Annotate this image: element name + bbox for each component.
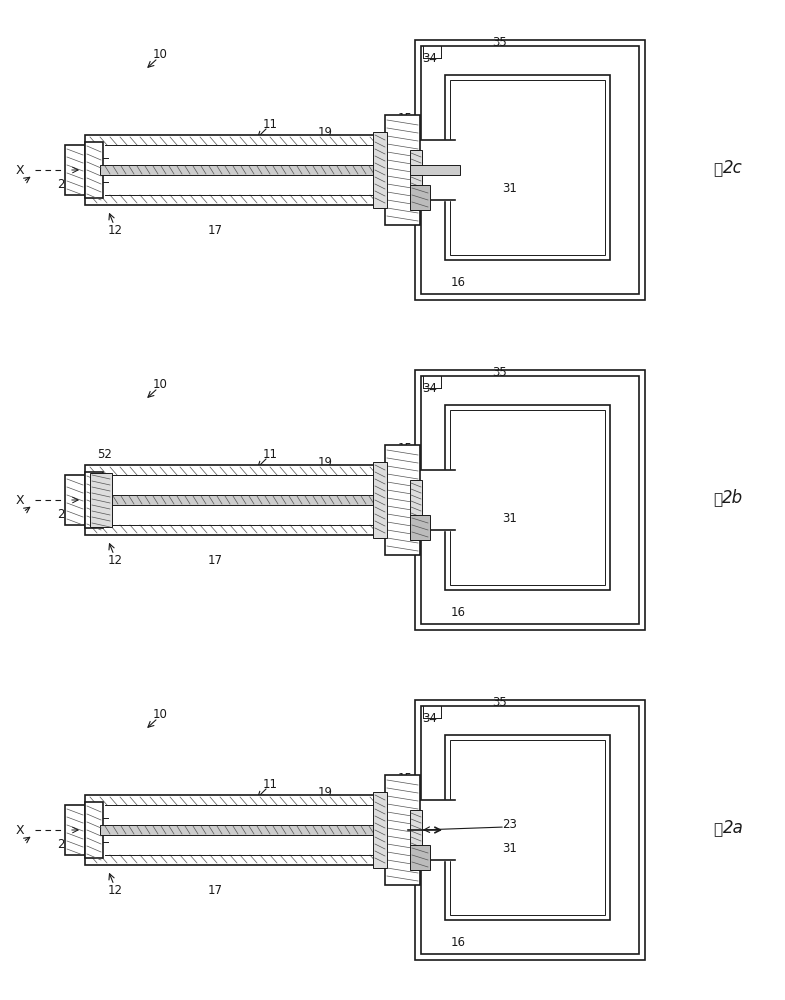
Bar bbox=[410, 810, 422, 850]
Text: 34: 34 bbox=[422, 381, 437, 394]
Text: 35: 35 bbox=[493, 696, 507, 708]
Text: 26: 26 bbox=[57, 838, 72, 852]
Text: 图: 图 bbox=[714, 162, 722, 178]
Text: 图: 图 bbox=[714, 822, 722, 838]
Text: 15: 15 bbox=[397, 772, 412, 784]
Text: 16: 16 bbox=[451, 275, 466, 288]
Text: 31: 31 bbox=[502, 512, 517, 524]
Bar bbox=[100, 825, 385, 835]
Text: 17: 17 bbox=[207, 554, 222, 566]
Bar bbox=[85, 142, 103, 198]
Text: 52: 52 bbox=[97, 448, 112, 462]
Bar bbox=[385, 775, 420, 885]
Text: 17: 17 bbox=[207, 224, 222, 236]
Text: 15: 15 bbox=[397, 111, 412, 124]
Text: 12: 12 bbox=[108, 224, 122, 236]
Bar bbox=[410, 165, 460, 175]
Text: 11: 11 bbox=[262, 118, 278, 131]
Text: X: X bbox=[16, 493, 24, 506]
Text: X: X bbox=[16, 163, 24, 176]
Bar bbox=[373, 792, 387, 868]
Text: 10: 10 bbox=[152, 708, 167, 722]
Bar bbox=[90, 473, 112, 527]
Polygon shape bbox=[85, 465, 385, 535]
Bar bbox=[385, 115, 420, 225]
Bar bbox=[373, 132, 387, 208]
Text: 16: 16 bbox=[451, 936, 466, 948]
Bar bbox=[410, 185, 430, 210]
Text: 34: 34 bbox=[422, 712, 437, 724]
Bar bbox=[100, 495, 385, 505]
Text: 15: 15 bbox=[397, 442, 412, 454]
Text: 31: 31 bbox=[502, 182, 517, 194]
Bar bbox=[65, 475, 85, 525]
Text: 34: 34 bbox=[422, 51, 437, 64]
Bar bbox=[385, 445, 420, 555]
Text: 26: 26 bbox=[57, 178, 72, 192]
Text: 16: 16 bbox=[451, 605, 466, 618]
Bar bbox=[65, 145, 85, 195]
Text: 2a: 2a bbox=[722, 819, 743, 837]
Text: 17: 17 bbox=[207, 884, 222, 896]
Bar bbox=[410, 150, 422, 190]
Bar bbox=[85, 802, 103, 858]
Polygon shape bbox=[85, 135, 385, 205]
Text: 12: 12 bbox=[108, 554, 122, 566]
Bar bbox=[410, 845, 430, 870]
Text: 23: 23 bbox=[502, 818, 517, 832]
Text: X: X bbox=[16, 824, 24, 836]
Text: 11: 11 bbox=[262, 448, 278, 462]
Text: 12: 12 bbox=[108, 884, 122, 896]
Bar bbox=[100, 165, 385, 175]
Text: 19: 19 bbox=[317, 125, 333, 138]
Bar bbox=[410, 515, 430, 540]
Text: 图: 图 bbox=[714, 492, 722, 508]
Bar bbox=[85, 472, 103, 528]
Text: 11: 11 bbox=[262, 778, 278, 792]
Text: 19: 19 bbox=[317, 786, 333, 798]
Polygon shape bbox=[85, 795, 385, 865]
Text: 26: 26 bbox=[57, 508, 72, 522]
Bar bbox=[410, 480, 422, 520]
Text: 19: 19 bbox=[317, 456, 333, 468]
Bar bbox=[65, 805, 85, 855]
Text: 10: 10 bbox=[152, 48, 167, 62]
Text: 2c: 2c bbox=[723, 159, 743, 177]
Text: 35: 35 bbox=[493, 365, 507, 378]
Bar bbox=[373, 462, 387, 538]
Text: 35: 35 bbox=[493, 35, 507, 48]
Text: 2b: 2b bbox=[722, 489, 743, 507]
Text: 31: 31 bbox=[502, 842, 517, 854]
Text: 10: 10 bbox=[152, 378, 167, 391]
